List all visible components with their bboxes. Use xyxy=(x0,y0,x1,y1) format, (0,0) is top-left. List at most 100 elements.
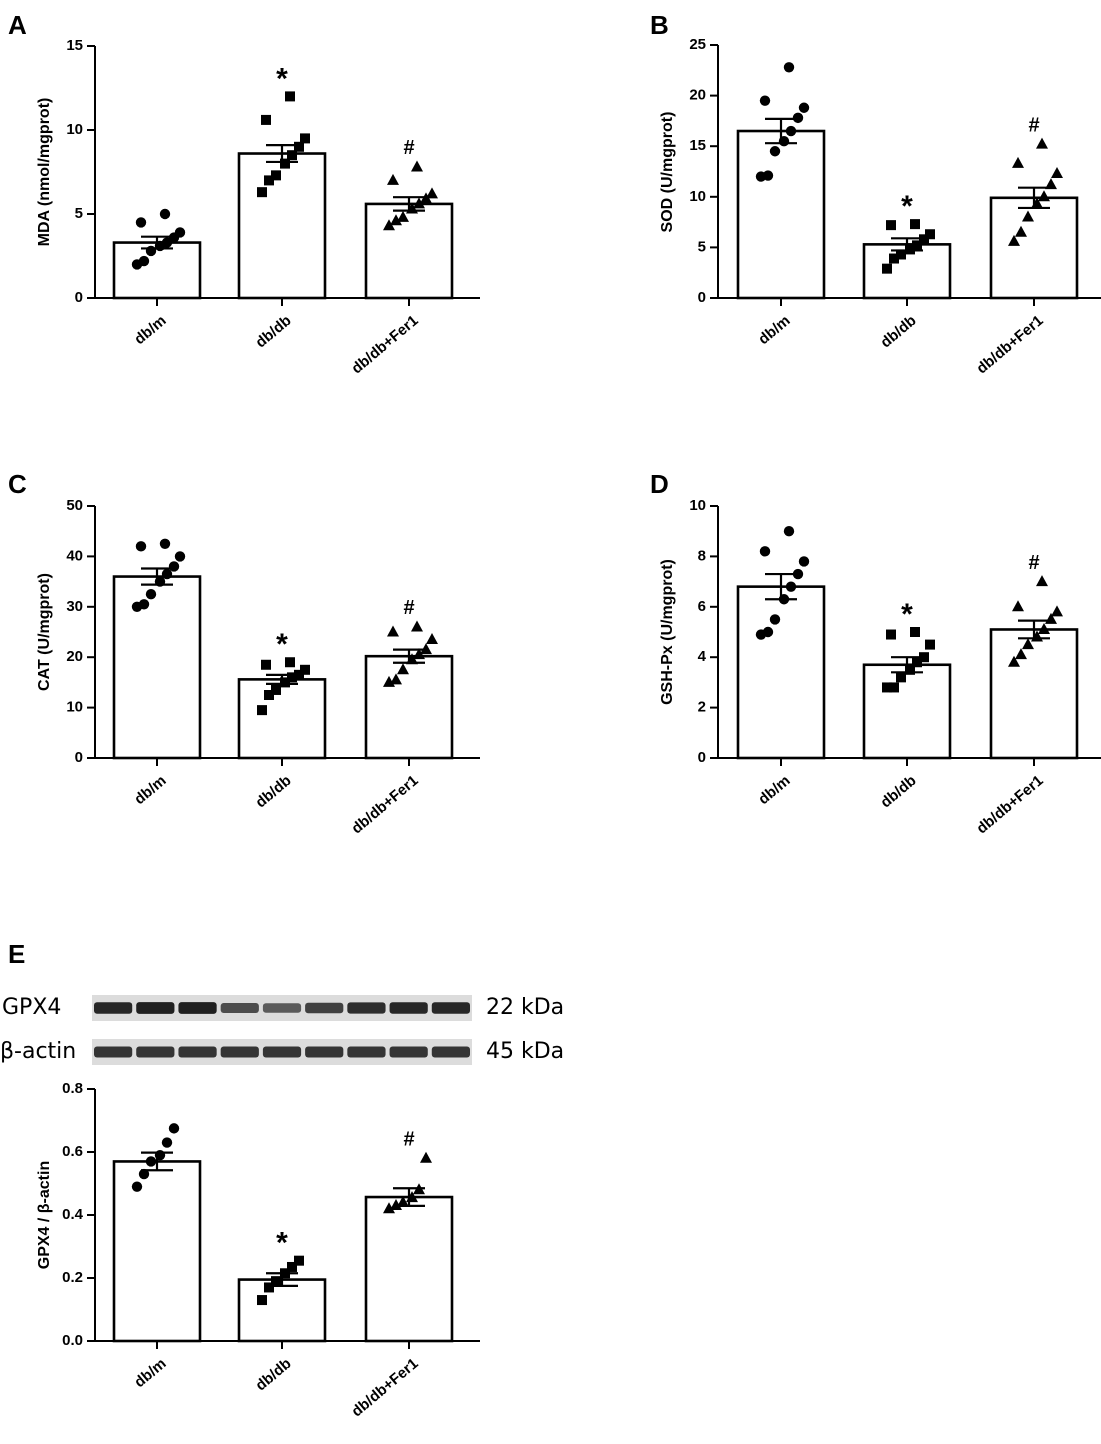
data-point xyxy=(131,1181,143,1192)
panel-letter: E xyxy=(8,939,25,969)
data-point xyxy=(390,673,402,685)
blot-size-label: 22 kDa xyxy=(486,995,564,1020)
data-point xyxy=(1008,234,1020,246)
data-point xyxy=(159,208,171,220)
data-point xyxy=(896,672,906,683)
significance-marker: * xyxy=(901,598,913,631)
data-point xyxy=(910,219,920,230)
data-point xyxy=(798,102,810,113)
data-point xyxy=(138,599,150,610)
x-tick-label: db/db xyxy=(252,772,294,811)
y-tick-label: 15 xyxy=(689,137,706,154)
blot-band xyxy=(136,1002,175,1014)
y-tick-label: 40 xyxy=(66,547,83,564)
data-point xyxy=(294,141,304,152)
data-point xyxy=(264,1282,274,1293)
data-point xyxy=(287,1261,297,1272)
y-axis-label: MDA (nmol/mgprot) xyxy=(36,98,53,247)
data-point xyxy=(413,197,425,209)
data-point xyxy=(145,245,157,257)
data-point xyxy=(161,568,173,580)
data-point xyxy=(420,643,432,655)
data-point xyxy=(785,581,797,592)
data-point xyxy=(886,220,896,231)
bar xyxy=(736,585,826,760)
data-point xyxy=(383,1202,395,1214)
data-point xyxy=(886,629,896,640)
data-point xyxy=(889,682,899,693)
y-tick-label: 2 xyxy=(698,699,706,716)
x-tick-label: db/db+Fer1 xyxy=(348,772,421,837)
data-point xyxy=(792,568,804,580)
data-point xyxy=(889,253,899,264)
data-point xyxy=(1012,156,1024,168)
blot-band xyxy=(220,1046,259,1058)
bar xyxy=(989,628,1079,760)
bar xyxy=(237,152,327,300)
y-tick-label: 0 xyxy=(698,749,706,766)
x-tick-label: db/db+Fer1 xyxy=(348,312,421,377)
y-tick-label: 0 xyxy=(698,289,706,306)
blot-band xyxy=(347,1002,386,1014)
data-point xyxy=(882,682,892,693)
blot-band xyxy=(305,1002,344,1014)
y-axis-label: CAT (U/mgprot) xyxy=(36,573,53,691)
blot-band xyxy=(431,1002,470,1014)
y-tick-label: 20 xyxy=(66,648,83,665)
blot-band xyxy=(94,1046,133,1058)
data-point xyxy=(264,175,274,186)
data-point xyxy=(261,114,271,125)
x-tick-label: db/db+Fer1 xyxy=(973,772,1046,837)
blot-protein-label: β-actin xyxy=(0,1039,76,1064)
data-point xyxy=(762,626,774,638)
data-point xyxy=(912,657,922,668)
data-point xyxy=(174,227,186,238)
x-tick-label: db/m xyxy=(131,312,169,348)
blot-row: GPX4 22 kDa xyxy=(2,995,564,1021)
significance-marker: # xyxy=(403,137,414,159)
data-point xyxy=(174,551,186,562)
blot-protein-label: GPX4 xyxy=(2,995,61,1020)
y-tick-label: 4 xyxy=(698,648,707,665)
y-tick-label: 20 xyxy=(689,87,706,104)
data-point xyxy=(271,684,281,695)
data-point xyxy=(261,659,271,670)
y-tick-label: 10 xyxy=(66,699,83,716)
x-tick-label: db/m xyxy=(755,312,793,348)
data-point xyxy=(1051,167,1063,179)
data-point xyxy=(783,62,795,73)
data-point xyxy=(896,249,906,260)
x-tick-label: db/m xyxy=(755,772,793,808)
data-point xyxy=(285,657,295,668)
blot-band xyxy=(220,1003,259,1013)
chart-panel-e: E 0.0 0.2 0.4 0.6 0.8 GPX4 / β-actin db/m db/db *… xyxy=(8,939,480,1420)
panel-letter: D xyxy=(650,469,669,499)
data-point xyxy=(294,669,304,680)
data-point xyxy=(387,625,399,637)
y-tick-label: 10 xyxy=(66,121,83,138)
bar xyxy=(364,654,454,760)
data-point xyxy=(168,1123,180,1134)
data-point xyxy=(411,160,423,172)
data-point xyxy=(783,526,795,537)
data-point xyxy=(411,620,423,632)
data-point xyxy=(138,1168,150,1180)
y-axis-label: SOD (U/mgprot) xyxy=(659,112,676,233)
data-point xyxy=(161,1137,173,1148)
data-point xyxy=(285,91,295,102)
y-tick-label: 30 xyxy=(66,598,83,615)
data-point xyxy=(168,561,180,572)
data-point xyxy=(1045,178,1057,190)
y-tick-label: 10 xyxy=(689,188,706,205)
blot-band xyxy=(136,1046,175,1058)
blot-band xyxy=(389,1046,428,1058)
data-point xyxy=(264,690,274,700)
y-axis-label: GSH-Px (U/mgprot) xyxy=(659,559,676,705)
significance-marker: * xyxy=(901,190,913,223)
data-point xyxy=(390,1199,402,1211)
data-point xyxy=(135,217,147,228)
data-point xyxy=(1038,190,1050,202)
data-point xyxy=(759,546,771,557)
data-point xyxy=(287,150,297,161)
data-point xyxy=(257,1295,267,1306)
